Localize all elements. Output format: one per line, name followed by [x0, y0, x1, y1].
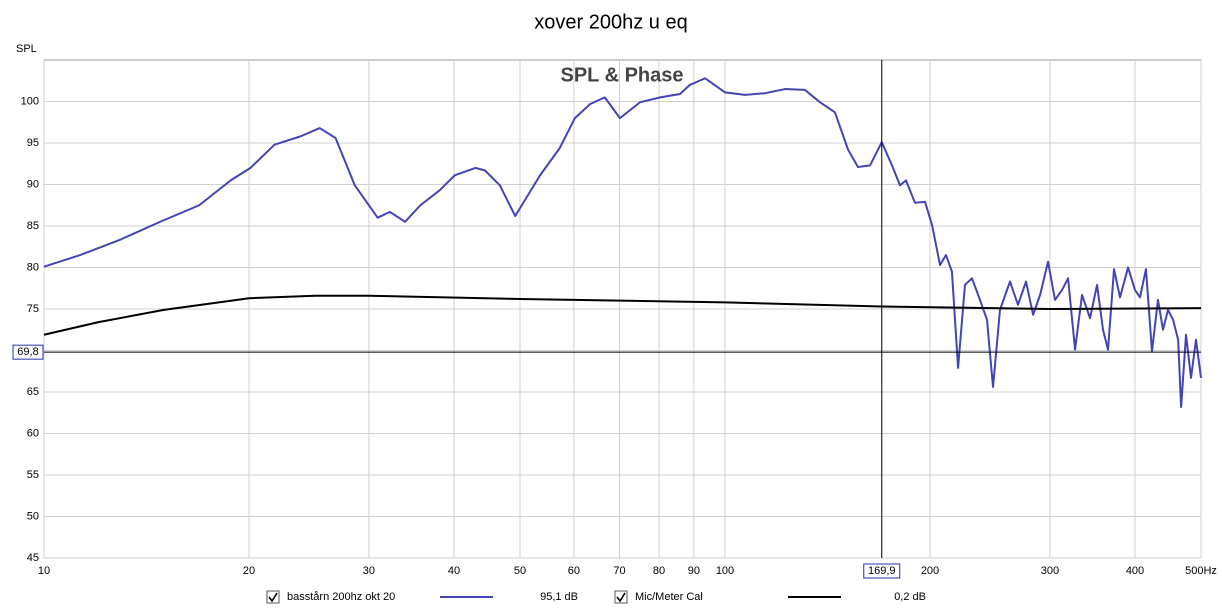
y-tick-label: 95	[27, 137, 39, 149]
x-tick-label: 500Hz	[1185, 565, 1217, 577]
cursor-y-box	[12, 344, 44, 360]
series-line	[43, 77, 1202, 408]
x-tick-label: 200	[921, 565, 939, 577]
cursor-x-label: 169,9	[868, 565, 896, 577]
y-axis-label: SPL	[16, 43, 37, 55]
x-tick-label: 30	[363, 565, 375, 577]
x-tick-label: 70	[613, 565, 625, 577]
y-tick-label: 90	[27, 178, 39, 190]
x-tick-label: 10	[38, 565, 50, 577]
y-tick-label: 75	[27, 303, 39, 315]
cursor-y-label: 69,8	[17, 346, 38, 358]
legend-name: Mic/Meter Cal	[635, 591, 703, 603]
legend-check	[616, 592, 626, 603]
x-tick-label: 100	[716, 565, 734, 577]
y-tick-label: 85	[27, 220, 39, 232]
x-tick-label: 50	[514, 565, 526, 577]
legend-reading: 0,2 dB	[894, 591, 926, 603]
y-tick-label: 60	[27, 427, 39, 439]
grid	[43, 60, 1202, 559]
legend: basstårn 200hz okt 20 95,1 dB Mic/Meter Ca…	[266, 590, 926, 604]
legend-checkbox[interactable]	[614, 590, 628, 604]
y-tick-label: 50	[27, 510, 39, 522]
y-tick-label: 80	[27, 261, 39, 273]
x-tick-label: 20	[243, 565, 255, 577]
x-tick-label: 80	[653, 565, 665, 577]
y-tick-label: 100	[21, 95, 39, 107]
lines	[43, 60, 1202, 558]
chart-title: xover 200hz u eq	[534, 11, 687, 33]
legend-check	[268, 592, 278, 603]
x-tick-label: 60	[568, 565, 580, 577]
x-tick-label: 40	[448, 565, 460, 577]
x-tick-label: 90	[688, 565, 700, 577]
cursor-x-box	[863, 563, 901, 579]
legend-checkbox[interactable]	[266, 590, 280, 604]
y-tick-label: 55	[27, 469, 39, 481]
legend-reading: 95,1 dB	[540, 591, 578, 603]
series-line	[43, 294, 1202, 336]
y-tick-label: 45	[27, 552, 39, 564]
y-tick-label: 65	[27, 386, 39, 398]
x-tick-label: 400	[1126, 565, 1144, 577]
x-tick-label: 300	[1041, 565, 1059, 577]
labels: 10 20 30 40 50 60 70 80 90 100 200 300 400 500Hz 45 50 5…	[12, 95, 1217, 579]
legend-name: basstårn 200hz okt 20	[287, 591, 395, 603]
chart-subtitle: SPL & Phase	[560, 64, 683, 86]
